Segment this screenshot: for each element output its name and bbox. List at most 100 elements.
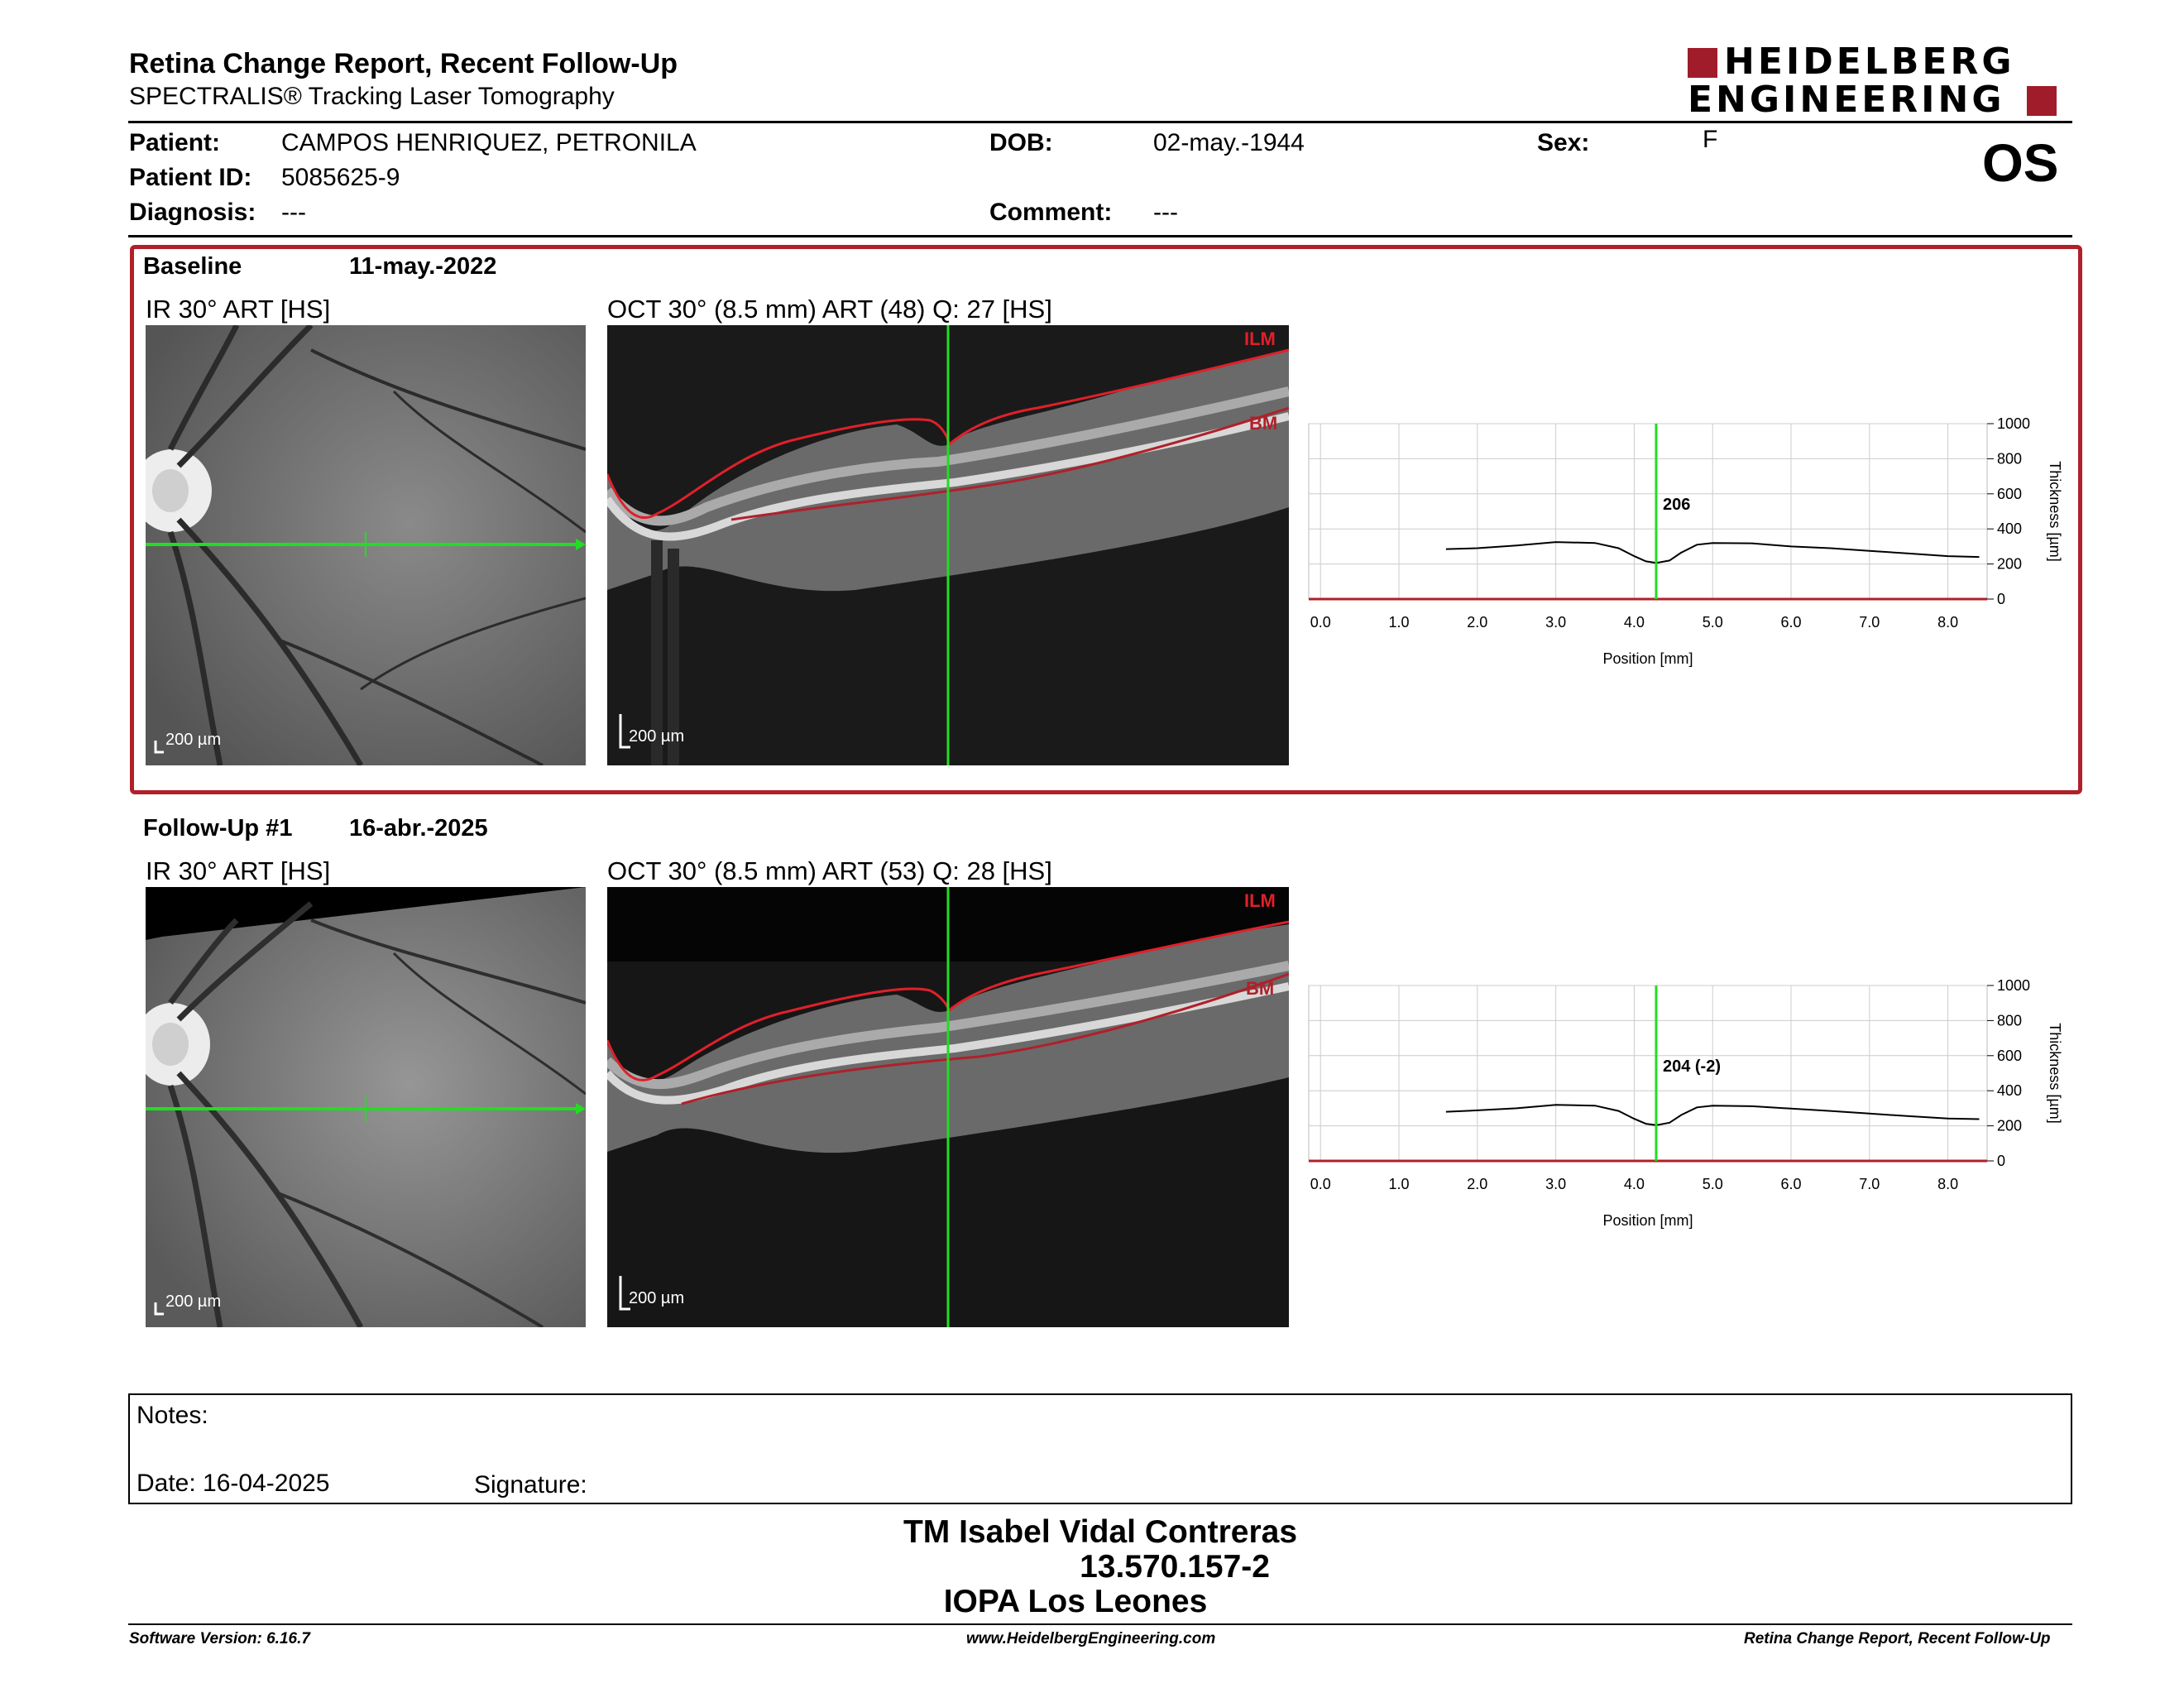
baseline-fundus-svg [146,325,586,765]
vessels [167,901,586,1327]
comment-value: --- [1153,199,1178,226]
y-tick-label: 1000 [1997,977,2030,994]
baseline-frame [130,245,2082,794]
footer-divider [128,1623,2072,1625]
x-tick-label: 5.0 [1703,614,1723,631]
baseline-ilm-label: ILM [1244,328,1276,349]
heidelberg-logo: HEIDELBERG ENGINEERING [1688,41,2068,121]
x-tick-label: 3.0 [1545,1176,1566,1192]
followup-oct-svg [607,887,1289,1327]
comment-label: Comment: [989,199,1113,226]
footer-url[interactable]: www.HeidelbergEngineering.com [966,1630,1216,1647]
patient-name: CAMPOS HENRIQUEZ, PETRONILA [281,129,697,156]
diagnosis-value: --- [281,199,306,226]
y-tick-label: 200 [1997,556,2022,573]
logo-line1: HEIDELBERG [1724,41,2015,83]
plot-area [1308,423,1988,600]
baseline-label: Baseline [143,253,242,280]
followup-ir-title: IR 30° ART [HS] [146,856,331,885]
notes-date: Date: 16-04-2025 [136,1470,330,1497]
notes-signature-label: Signature: [474,1471,587,1499]
y-tick-label: 0 [1997,1153,2005,1169]
baseline-ir-scale: 200 µm [165,731,222,749]
x-axis-label: Position [mm] [1602,1212,1693,1229]
y-tick-label: 800 [1997,1012,2022,1029]
notes-box[interactable]: Notes: Date: 16-04-2025 Signature: [128,1393,2072,1504]
patient-id: 5085625-9 [281,164,400,191]
thickness-series-line [1445,1104,1980,1126]
header-divider [128,121,2072,123]
x-axis-label: Position [mm] [1602,650,1693,667]
followup-bm-label: BM [1246,978,1275,999]
x-tick-label: 1.0 [1389,1176,1410,1192]
baseline-ilm-line [607,348,1289,519]
followup-ir-scale: 200 µm [165,1292,222,1311]
x-tick-label: 4.0 [1624,614,1645,631]
x-tick-label: 6.0 [1780,614,1801,631]
y-tick-label: 400 [1997,520,2022,537]
signer-name: TM Isabel Vidal Contreras [903,1514,1298,1550]
cursor-value-label: 204 (-2) [1663,1057,1721,1076]
x-tick-label: 1.0 [1389,614,1410,631]
patient-divider [128,235,2072,237]
vessels [167,325,586,765]
baseline-oct-scale: 200 µm [629,727,685,746]
followup-thickness-chart: 0.0 1.0 2.0 3.0 4.0 5.0 6.0 7.0 8.0 0 200 400 600 800… [1308,977,2063,1229]
y-tick-label: 600 [1997,1048,2022,1064]
footer-report: Retina Change Report, Recent Follow-Up [1744,1630,2051,1647]
x-tick-label: 7.0 [1859,614,1880,631]
followup-label: Follow-Up #1 [143,815,293,842]
logo-square-top [1688,48,1717,78]
x-tick-label: 5.0 [1703,1176,1723,1192]
logo-line2: ENGINEERING [1688,79,2005,121]
x-tick-label: 6.0 [1780,1176,1801,1192]
baseline-bm-line [730,406,1289,521]
signer-org: IOPA Los Leones [943,1584,1208,1619]
eye-label: OS [1982,133,2059,193]
dob-label: DOB: [989,129,1053,156]
x-tick-label: 7.0 [1859,1176,1880,1192]
baseline-ir-image[interactable]: 200 µm [146,325,586,765]
followup-ilm-line [607,920,1289,1081]
followup-date: 16-abr.-2025 [349,815,488,842]
x-tick-label: 8.0 [1937,1176,1958,1192]
x-tick-label: 4.0 [1624,1176,1645,1192]
y-tick-label: 800 [1997,450,2022,467]
baseline-thickness-chart: 0.0 1.0 2.0 3.0 4.0 5.0 6.0 7.0 8.0 0 200 400 600 800… [1308,415,2063,667]
baseline-oct-image[interactable]: ILM BM 200 µm [607,325,1289,765]
y-tick-label: 200 [1997,1118,2022,1134]
followup-ir-image[interactable]: 200 µm [146,887,586,1327]
followup-oct-image[interactable]: ILM BM 200 µm [607,887,1289,1327]
baseline-date: 11-may.-2022 [349,253,497,280]
followup-fundus-svg [146,887,586,1327]
y-tick-label: 1000 [1997,415,2030,432]
followup-oct-title: OCT 30° (8.5 mm) ART (53) Q: 28 [HS] [607,856,1052,885]
x-tick-label: 8.0 [1937,614,1958,631]
y-tick-label: 0 [1997,591,2005,607]
baseline-oct-title: OCT 30° (8.5 mm) ART (48) Q: 27 [HS] [607,295,1052,324]
y-axis-label: Thickness [µm] [2047,1023,2063,1123]
report-subtitle: SPECTRALIS® Tracking Laser Tomography [129,83,615,110]
thickness-series-line [1445,541,1980,564]
x-tick-label: 2.0 [1467,1176,1487,1192]
y-tick-label: 400 [1997,1082,2022,1099]
diagnosis-label: Diagnosis: [129,199,256,226]
cursor-value-label: 206 [1663,496,1690,514]
sex-label: Sex: [1537,129,1590,156]
followup-bm-line [681,972,1289,1105]
sex-value: F [1703,126,1718,153]
y-tick-label: 600 [1997,486,2022,502]
report-title: Retina Change Report, Recent Follow-Up [129,48,678,79]
baseline-ir-title: IR 30° ART [HS] [146,295,331,324]
baseline-bm-label: BM [1249,413,1278,434]
y-axis-label: Thickness [µm] [2047,461,2063,561]
patient-id-label: Patient ID: [129,164,252,191]
plot-area [1308,985,1988,1162]
x-tick-label: 0.0 [1310,1176,1331,1192]
followup-ilm-label: ILM [1244,890,1276,911]
notes-label: Notes: [136,1402,208,1429]
footer-version: Software Version: 6.16.7 [129,1630,310,1647]
dob-value: 02-may.-1944 [1153,129,1305,156]
x-tick-label: 2.0 [1467,614,1487,631]
signer-rut: 13.570.157-2 [1080,1549,1270,1585]
